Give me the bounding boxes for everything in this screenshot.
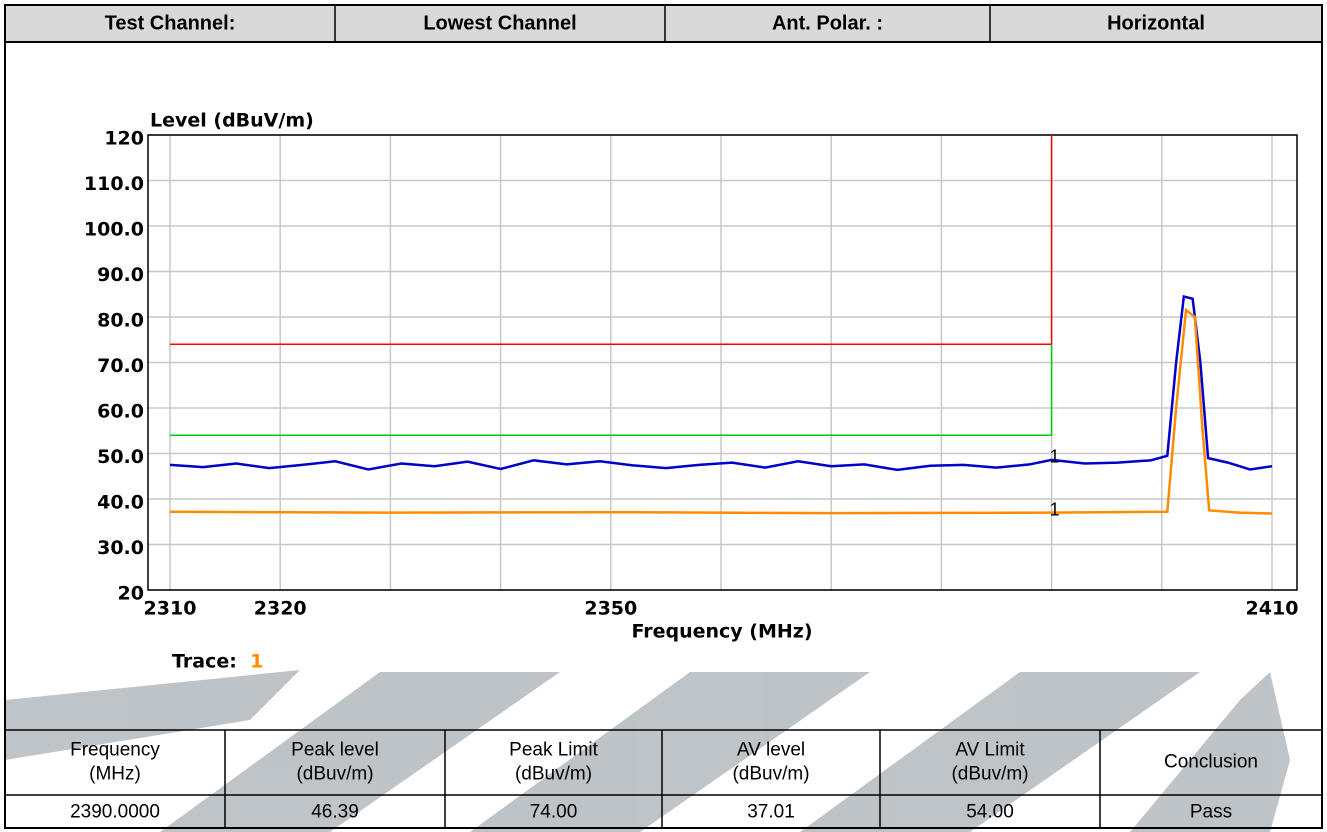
x-axis-label: Frequency (MHz): [631, 621, 812, 643]
table-header: Conclusion: [1164, 752, 1258, 773]
table-cell: 74.00: [530, 802, 578, 823]
limit-line: [170, 344, 1053, 437]
y-tick-label: 100.0: [84, 219, 144, 241]
y-tick-label: 80.0: [97, 310, 144, 332]
watermark: [5, 670, 1290, 832]
trace: [169, 294, 1273, 472]
x-tick-label: 2320: [254, 598, 307, 620]
plot-frame: [147, 134, 1298, 591]
trace-label: Trace:: [172, 651, 237, 673]
header-cell: Ant. Polar. :: [772, 12, 883, 34]
x-tick-label: 2350: [584, 598, 637, 620]
table-header: (dBuv/m): [951, 764, 1028, 785]
x-tick-label: 2310: [144, 598, 197, 620]
table-header: (dBuv/m): [732, 764, 809, 785]
y-tick-label: 120: [104, 128, 144, 150]
table-header: Peak Limit: [509, 740, 598, 761]
table-cell: 46.39: [311, 802, 359, 823]
table-header: (dBuv/m): [296, 764, 373, 785]
y-tick-label: 90.0: [97, 264, 144, 286]
y-tick-label: 30.0: [97, 537, 144, 559]
table-cell: 54.00: [966, 802, 1014, 823]
table-header: AV level: [737, 740, 805, 761]
header-row: Test Channel: Lowest Channel Ant. Polar. :…: [105, 5, 1205, 42]
y-tick-label: 70.0: [97, 355, 144, 377]
table-cell: 37.01: [747, 802, 795, 823]
marker-label: 1: [1050, 447, 1060, 467]
table-cell: 2390.0000: [70, 802, 160, 823]
x-tick-label: 2410: [1246, 598, 1299, 620]
header-bg: [5, 5, 1322, 42]
y-tick-label: 40.0: [97, 492, 144, 514]
y-axis-label: Level (dBuV/m): [150, 110, 314, 132]
table-cell: Pass: [1190, 802, 1232, 823]
header-cell: Lowest Channel: [423, 12, 576, 34]
y-tick-label: 20: [118, 583, 144, 605]
y-tick-label: 110.0: [84, 173, 144, 195]
marker-label: 1: [1050, 499, 1060, 519]
table-header: (MHz): [89, 764, 141, 785]
table-header: Peak level: [291, 740, 379, 761]
chart: 120110.0100.090.080.070.060.050.040.030.…: [84, 110, 1299, 673]
header-cell: Horizontal: [1107, 12, 1205, 34]
table-header: AV Limit: [955, 740, 1025, 761]
header-cell: Test Channel:: [105, 12, 236, 34]
trace-number: 1: [250, 651, 263, 673]
table-header: (dBuv/m): [515, 764, 592, 785]
y-tick-label: 50.0: [97, 446, 144, 468]
result-table: Frequency (MHz) Peak level (dBuv/m) Peak Lim…: [4, 729, 1323, 829]
trace: [169, 307, 1273, 515]
table-header: Frequency: [70, 740, 160, 761]
y-tick-label: 60.0: [97, 401, 144, 423]
